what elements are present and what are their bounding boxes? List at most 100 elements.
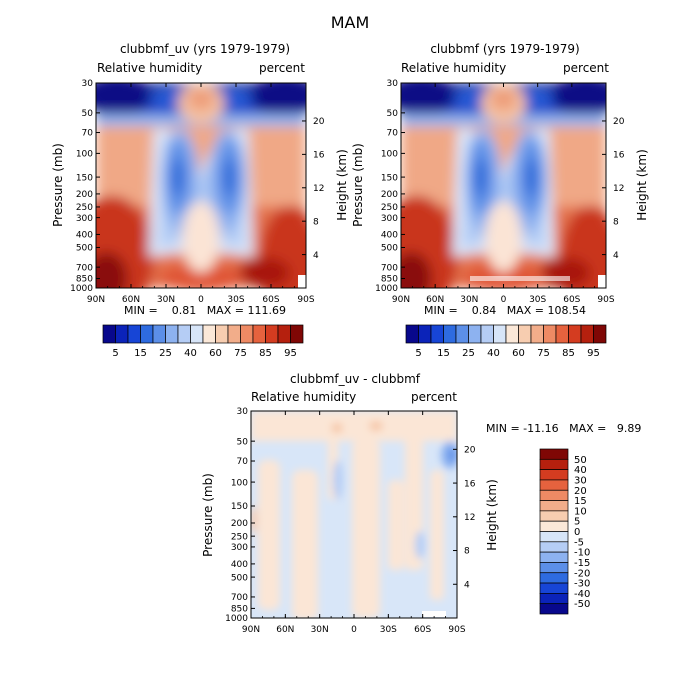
y-tick-label: 200: [231, 519, 248, 529]
y2-tick-label: 8: [613, 217, 619, 227]
colorbar-swatch: [539, 520, 569, 532]
colorbar-swatch: [539, 551, 569, 563]
colorbar-swatch: [127, 324, 141, 344]
colorbar-label: -20: [574, 568, 590, 579]
colorbar-swatch: [493, 324, 507, 344]
y-tick-label: 500: [381, 244, 398, 254]
x-tick-label: 30N: [460, 295, 478, 305]
y-tick-label: 150: [381, 173, 398, 183]
y-tick-label: 250: [231, 532, 248, 542]
panel-c-field: [251, 411, 457, 618]
y-tick-label: 850: [231, 605, 248, 615]
colorbar-swatch: [580, 324, 594, 344]
colorbar-swatch: [165, 324, 179, 344]
panel-c-left-label: Relative humidity: [251, 390, 356, 404]
y-tick-label: 1000: [70, 284, 93, 294]
panel-b-y2-ticks: 20 16 12 8 4: [602, 117, 625, 261]
colorbar-swatch: [140, 324, 154, 344]
panel-a-y2-ticks: 20 16 12 8 4: [302, 117, 325, 261]
colorbar-label: 75: [537, 348, 550, 359]
panel-b-title: clubbmf (yrs 1979-1979): [430, 42, 579, 56]
figure-title: MAM: [331, 13, 370, 32]
panel-c-right-label: percent: [411, 390, 457, 404]
y2-tick-label: 12: [313, 184, 324, 194]
panel-b: clubbmf (yrs 1979-1979) Relative humidit…: [351, 42, 649, 359]
y-tick-label: 100: [381, 150, 398, 160]
colorbar-swatch: [539, 531, 569, 543]
panel-a-x-ticks: 90N 60N 30N 0 30S 60S 90S: [87, 83, 315, 305]
y2-tick-label: 16: [613, 151, 625, 161]
colorbar-swatch: [539, 448, 569, 460]
panel-a-colorbar: 5 15 25 40 60 75 85 95: [102, 324, 304, 359]
panel-c-ylabel: Pressure (mb): [201, 473, 215, 557]
y-tick-label: 300: [76, 214, 93, 224]
colorbar-swatch: [539, 541, 569, 553]
colorbar-label: 40: [184, 348, 197, 359]
panel-a: clubbmf_uv (yrs 1979-1979) Relative humi…: [51, 42, 349, 359]
colorbar-swatch: [227, 324, 241, 344]
panel-c-y2-ticks: 20 16 12 8 4: [453, 446, 476, 590]
colorbar-swatch: [468, 324, 482, 344]
panel-b-stats: MIN = 0.84 MAX = 108.54: [424, 304, 586, 317]
colorbar-swatch: [530, 324, 544, 344]
colorbar-swatch: [555, 324, 569, 344]
x-tick-label: 90N: [242, 625, 260, 635]
panel-a-title: clubbmf_uv (yrs 1979-1979): [120, 42, 290, 56]
y-tick-label: 250: [381, 203, 398, 213]
colorbar-swatch: [215, 324, 229, 344]
panel-c-stats: MIN = -11.16 MAX = 9.89: [486, 422, 641, 435]
colorbar-swatch: [539, 562, 569, 574]
colorbar-label: 5: [112, 348, 118, 359]
x-tick-label: 30S: [380, 625, 397, 635]
colorbar-swatch: [539, 489, 569, 501]
colorbar-swatch: [593, 324, 607, 344]
y-tick-label: 200: [76, 190, 93, 200]
panel-a-right-label: percent: [259, 61, 305, 75]
colorbar-swatch: [539, 603, 569, 615]
y-tick-label: 70: [82, 129, 94, 139]
y-tick-label: 100: [231, 478, 248, 488]
x-tick-label: 90S: [448, 625, 465, 635]
y-tick-label: 150: [76, 173, 93, 183]
colorbar-label: 40: [574, 465, 587, 476]
panel-b-right-label: percent: [563, 61, 609, 75]
x-tick-label: 90N: [87, 295, 105, 305]
y-tick-label: 70: [237, 457, 249, 467]
colorbar-swatch: [505, 324, 519, 344]
x-tick-label: 0: [501, 295, 507, 305]
y-tick-label: 50: [387, 109, 399, 119]
x-tick-label: 60N: [426, 295, 444, 305]
x-tick-label: 90N: [392, 295, 410, 305]
colorbar-label: 95: [284, 348, 297, 359]
y2-tick-label: 12: [464, 513, 475, 523]
colorbar-swatch: [290, 324, 304, 344]
panel-c-y2label: Height (km): [485, 479, 499, 550]
y2-tick-label: 8: [464, 547, 470, 557]
panel-b-field: [401, 83, 606, 288]
colorbar-label: 85: [562, 348, 575, 359]
colorbar-swatch: [430, 324, 444, 344]
panel-b-x-ticks: 90N 60N 30N 0 30S 60S 90S: [392, 83, 615, 305]
y-tick-label: 850: [76, 275, 93, 285]
y-tick-label: 700: [76, 263, 93, 273]
y-tick-label: 70: [387, 129, 399, 139]
panel-b-ylabel: Pressure (mb): [351, 143, 365, 227]
panel-c-x-ticks: 90N 60N 30N 0 30S 60S 90S: [242, 411, 466, 635]
colorbar-label: 60: [209, 348, 222, 359]
colorbar-label: 85: [259, 348, 272, 359]
x-tick-label: 0: [351, 625, 357, 635]
y-tick-label: 250: [76, 203, 93, 213]
panel-b-left-label: Relative humidity: [401, 61, 506, 75]
colorbar-swatch: [102, 324, 116, 344]
colorbar-swatch: [568, 324, 582, 344]
x-tick-label: 30N: [311, 625, 329, 635]
panel-b-colorbar: 5 15 25 40 60 75 85 95: [405, 324, 607, 359]
colorbar-label: 10: [574, 506, 587, 517]
y2-tick-label: 4: [613, 251, 619, 261]
colorbar-swatch: [480, 324, 494, 344]
colorbar-swatch: [240, 324, 254, 344]
panel-a-ylabel: Pressure (mb): [51, 143, 65, 227]
x-tick-label: 60N: [122, 295, 140, 305]
